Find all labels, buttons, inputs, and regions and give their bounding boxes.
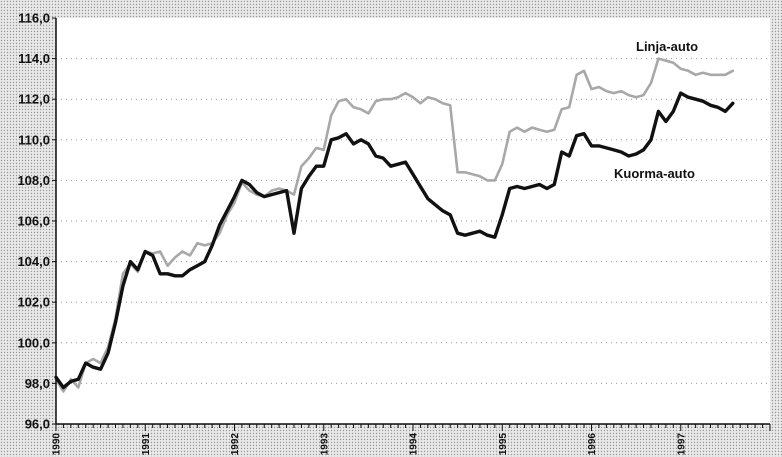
y-tick-label: 102,0 [17,295,50,310]
y-axis: 96,0 98,0 100,0 102,0 104,0 106,0 108,0 110,0 11… [17,11,56,432]
x-tick-label: 1997 [676,433,687,456]
y-tick-label: 114,0 [18,51,50,66]
x-tick-label: 1995 [498,433,509,456]
plot-area [56,18,770,424]
series [54,57,735,393]
y-tick-label: 106,0 [17,214,50,229]
y-tick-label: 110,0 [18,132,50,147]
x-tick-label: 1991 [141,433,152,456]
series-line-linja-auto [54,57,735,393]
y-tick-label: 98,0 [25,376,50,391]
y-tick-label: 108,0 [17,173,50,188]
x-tick-label: 1990 [52,433,63,456]
y-tick-label: 116,0 [18,11,50,26]
y-tick-label: 96,0 [25,417,50,432]
x-tick-label: 1996 [587,433,598,456]
y-tick-label: 100,0 [17,335,50,350]
series-line-kuorma-auto [54,91,735,390]
y-tick-label: 104,0 [17,254,50,269]
x-tick-label: 1993 [319,433,330,456]
series-label-linja-auto: Linja-auto [636,39,698,54]
series-label-kuorma-auto: Kuorma-auto [614,166,695,181]
y-tick-label: 112,0 [18,92,50,107]
x-tick-label: 1992 [230,433,241,456]
x-axis: 1990 1991 1992 1993 1994 1995 1996 1997 [52,424,771,455]
x-tick-label: 1994 [409,433,420,456]
